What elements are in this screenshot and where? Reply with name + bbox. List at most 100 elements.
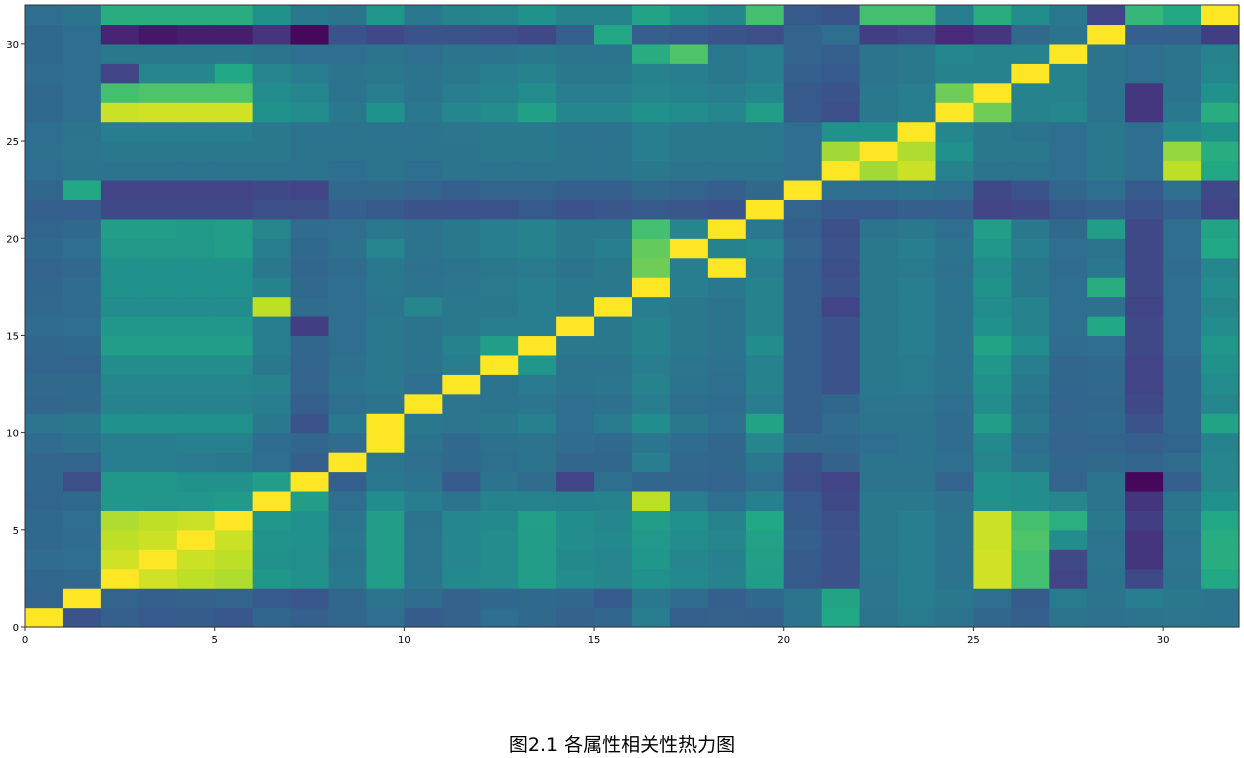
heatmap-cell xyxy=(745,471,785,492)
heatmap-cell xyxy=(556,63,595,84)
heatmap-cell xyxy=(1087,82,1126,103)
heatmap-cell xyxy=(594,374,633,395)
heatmap-cell xyxy=(973,102,1012,123)
heatmap-cell xyxy=(404,588,443,609)
heatmap-cell xyxy=(707,354,747,375)
heatmap-cell xyxy=(1201,393,1240,414)
heatmap-cell xyxy=(100,179,140,200)
heatmap-cell xyxy=(669,296,709,317)
heatmap-cell xyxy=(480,63,519,84)
heatmap-cell xyxy=(442,510,481,531)
heatmap-cell xyxy=(518,568,557,589)
heatmap-cell xyxy=(100,588,140,609)
heatmap-cell xyxy=(176,432,216,453)
heatmap-cell xyxy=(632,471,671,492)
heatmap-cell xyxy=(290,160,330,181)
heatmap-cell xyxy=(821,199,861,220)
heatmap-cell xyxy=(480,452,519,473)
heatmap-cell xyxy=(669,121,709,142)
heatmap-cell xyxy=(214,24,254,45)
heatmap-cell xyxy=(632,63,671,84)
heatmap-cell xyxy=(1125,24,1164,45)
heatmap-cell xyxy=(745,218,785,239)
heatmap-cell xyxy=(1163,374,1202,395)
heatmap-cell xyxy=(404,82,443,103)
x-tick-label: 10 xyxy=(398,635,411,646)
heatmap-cell xyxy=(25,549,64,570)
heatmap-cell xyxy=(1125,238,1164,259)
heatmap-cell xyxy=(404,452,443,473)
heatmap-cell xyxy=(138,529,178,550)
heatmap-cell xyxy=(745,121,785,142)
heatmap-cell xyxy=(973,568,1012,589)
heatmap-cell xyxy=(176,102,216,123)
heatmap-cell xyxy=(783,316,823,337)
heatmap-cell xyxy=(328,102,368,123)
heatmap-cell xyxy=(290,452,330,473)
heatmap-cell xyxy=(1011,63,1050,84)
heatmap-cell xyxy=(973,607,1012,628)
heatmap-cell xyxy=(1163,607,1202,628)
heatmap-cell xyxy=(707,335,747,356)
heatmap-cell xyxy=(1201,277,1240,298)
heatmap-cell xyxy=(62,510,102,531)
heatmap-cell xyxy=(100,63,140,84)
heatmap-cell xyxy=(100,432,140,453)
heatmap-cell xyxy=(859,63,899,84)
heatmap-cell xyxy=(290,121,330,142)
heatmap-cell xyxy=(1011,141,1050,162)
heatmap-cell xyxy=(328,82,368,103)
heatmap-cell xyxy=(480,393,519,414)
heatmap-cell xyxy=(138,510,178,531)
heatmap-cell xyxy=(935,24,975,45)
heatmap-cell xyxy=(290,549,330,570)
heatmap-cell xyxy=(138,568,178,589)
heatmap-cell xyxy=(632,607,671,628)
heatmap-cell xyxy=(442,277,481,298)
heatmap-cell xyxy=(594,218,633,239)
heatmap-cell xyxy=(1087,490,1126,511)
heatmap-cell xyxy=(973,490,1012,511)
y-tick-label: 0 xyxy=(13,623,19,634)
heatmap-cell xyxy=(669,529,709,550)
heatmap-cell xyxy=(556,257,595,278)
heatmap-cell xyxy=(556,335,595,356)
heatmap-cell xyxy=(973,43,1012,64)
heatmap-cell xyxy=(821,393,861,414)
heatmap-cell xyxy=(62,257,102,278)
heatmap-cell xyxy=(25,218,64,239)
heatmap-cell xyxy=(897,102,937,123)
heatmap-cell xyxy=(935,296,975,317)
heatmap-cell xyxy=(669,354,709,375)
heatmap-cell xyxy=(973,529,1012,550)
heatmap-cell xyxy=(62,296,102,317)
heatmap-cell xyxy=(632,141,671,162)
heatmap-cell xyxy=(518,141,557,162)
heatmap-cell xyxy=(669,510,709,531)
heatmap-cell xyxy=(404,510,443,531)
heatmap-cell xyxy=(252,238,292,259)
heatmap-cell xyxy=(1163,335,1202,356)
heatmap-cell xyxy=(821,43,861,64)
heatmap-cell xyxy=(1201,43,1240,64)
heatmap-cell xyxy=(783,199,823,220)
heatmap-cell xyxy=(594,24,633,45)
heatmap-cell xyxy=(176,335,216,356)
heatmap-cell xyxy=(138,43,178,64)
heatmap-cell xyxy=(62,102,102,123)
heatmap-cell xyxy=(556,277,595,298)
heatmap-cell xyxy=(25,141,64,162)
heatmap-cell xyxy=(100,24,140,45)
heatmap-cell xyxy=(328,43,368,64)
heatmap-cell xyxy=(1087,102,1126,123)
heatmap-cell xyxy=(290,199,330,220)
heatmap-cell xyxy=(328,257,368,278)
heatmap-cell xyxy=(783,121,823,142)
heatmap-cell xyxy=(1049,121,1088,142)
heatmap-cell xyxy=(62,277,102,298)
heatmap-cell xyxy=(138,82,178,103)
heatmap-cell xyxy=(138,179,178,200)
heatmap-cell xyxy=(518,354,557,375)
heatmap-cell xyxy=(973,82,1012,103)
heatmap-cell xyxy=(556,238,595,259)
